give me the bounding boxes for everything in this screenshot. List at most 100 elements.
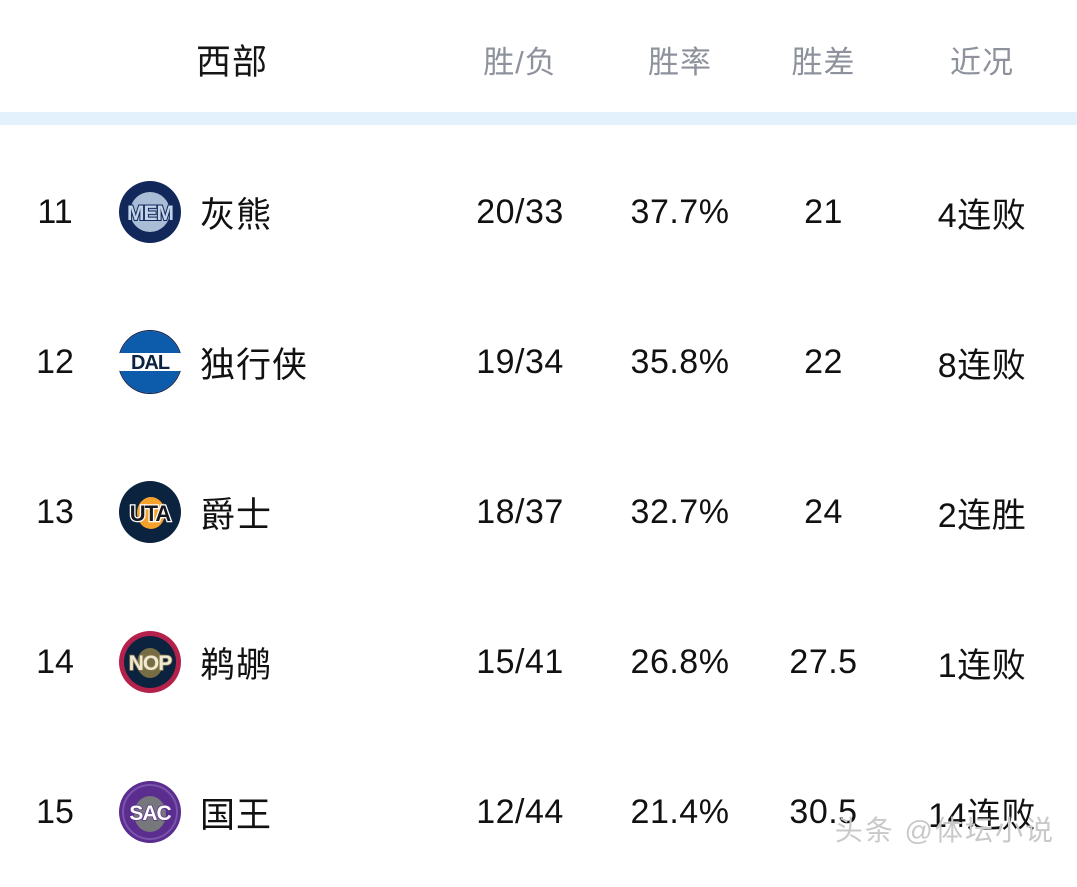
cell-streak: 2连胜 [887,488,1077,537]
record-value: 19/34 [476,342,564,381]
header-col-gb[interactable]: 胜差 [760,37,887,82]
table-body: 11 MEM 灰熊 20/33 37.7% 21 4连败 12 [0,112,1077,887]
cell-record: 18/37 [440,493,600,532]
header-label-pct: 胜率 [648,44,712,80]
pct-value: 37.7% [630,192,730,231]
rank-value: 13 [36,492,74,531]
table-header: 西部 胜/负 胜率 胜差 近况 [0,0,1077,125]
header-label-record: 胜/负 [483,44,557,80]
team-cell-inner: MEM 灰熊 [118,180,440,244]
cell-gb: 24 [760,493,887,532]
record-value: 12/44 [476,792,564,831]
svg-text:UTA: UTA [130,501,172,526]
header-col-record[interactable]: 胜/负 [440,37,600,82]
nop-logo-graphic: NOP [119,631,181,693]
header-label-streak: 近况 [950,44,1014,80]
streak-value: 14连败 [928,796,1036,835]
cell-rank: 15 [0,793,110,832]
table-row[interactable]: 12 DAL 独行侠 19/34 35.8% 22 8连败 [0,287,1077,437]
team-name: 爵士 [200,495,273,535]
rank-value: 15 [36,792,74,831]
mem-logo-graphic: MEM [119,181,181,243]
team-name: 国王 [200,795,273,835]
gb-value: 22 [804,342,843,381]
dal-logo-graphic: DAL [118,330,182,394]
cell-pct: 21.4% [600,793,760,832]
utah-jazz-logo: UTA [118,480,182,544]
record-value: 15/41 [476,642,564,681]
rank-value: 12 [36,342,74,381]
gb-value: 21 [804,192,843,231]
team-name: 灰熊 [200,195,273,235]
header-divider [0,112,1077,125]
cell-rank: 12 [0,343,110,382]
streak-value: 2连胜 [937,496,1027,535]
cell-pct: 26.8% [600,643,760,682]
dallas-mavericks-logo: DAL [118,330,182,394]
cell-streak: 14连败 [887,788,1077,837]
standings-table: 西部 胜/负 胜率 胜差 近况 11 MEM [0,0,1077,846]
svg-text:NOP: NOP [129,652,173,675]
cell-streak: 4连败 [887,188,1077,237]
table-row[interactable]: 11 MEM 灰熊 20/33 37.7% 21 4连败 [0,137,1077,287]
team-name: 鹈鹕 [200,645,273,685]
header-col-pct[interactable]: 胜率 [600,37,760,82]
header-col-streak[interactable]: 近况 [887,37,1077,82]
cell-team[interactable]: MEM 灰熊 [110,180,440,244]
new-orleans-pelicans-logo: NOP [118,630,182,694]
table-row[interactable]: 14 NOP 鹈鹕 15/41 26.8% 27.5 1连败 [0,587,1077,737]
pct-value: 35.8% [630,342,730,381]
cell-team[interactable]: DAL 独行侠 [110,330,440,394]
team-cell-inner: SAC 国王 [118,780,440,844]
svg-text:MEM: MEM [127,202,174,225]
sac-logo-graphic: SAC [119,781,181,843]
pct-value: 26.8% [630,642,730,681]
header-row: 西部 胜/负 胜率 胜差 近况 [0,0,1077,112]
pct-value: 32.7% [630,492,730,531]
cell-gb: 30.5 [760,793,887,832]
header-label-gb: 胜差 [791,44,856,80]
cell-rank: 11 [0,193,110,232]
cell-team[interactable]: SAC 国王 [110,780,440,844]
memphis-grizzlies-logo: MEM [118,180,182,244]
table-row[interactable]: 15 SAC 国王 12/44 21.4% 30.5 14连败 [0,737,1077,887]
team-cell-inner: UTA 爵士 [118,480,440,544]
conference-title: 西部 [196,42,269,82]
cell-record: 20/33 [440,193,600,232]
gb-value: 24 [804,492,843,531]
gb-value: 27.5 [789,642,858,681]
rank-value: 14 [36,642,74,681]
cell-gb: 27.5 [760,643,887,682]
cell-record: 19/34 [440,343,600,382]
team-cell-inner: DAL 独行侠 [118,330,440,394]
cell-pct: 32.7% [600,493,760,532]
cell-streak: 8连败 [887,338,1077,387]
pct-value: 21.4% [630,792,730,831]
cell-team[interactable]: UTA 爵士 [110,480,440,544]
record-value: 18/37 [476,492,564,531]
team-name: 独行侠 [200,345,309,385]
streak-value: 1连败 [937,646,1027,685]
svg-text:SAC: SAC [129,802,171,825]
cell-record: 12/44 [440,793,600,832]
team-cell-inner: NOP 鹈鹕 [118,630,440,694]
svg-text:DAL: DAL [131,352,170,374]
streak-value: 8连败 [937,346,1027,385]
gb-value: 30.5 [789,792,858,831]
cell-record: 15/41 [440,643,600,682]
cell-pct: 37.7% [600,193,760,232]
sacramento-kings-logo: SAC [118,780,182,844]
cell-gb: 21 [760,193,887,232]
cell-rank: 13 [0,493,110,532]
record-value: 20/33 [476,192,564,231]
cell-team[interactable]: NOP 鹈鹕 [110,630,440,694]
streak-value: 4连败 [937,196,1027,235]
uta-logo-graphic: UTA [119,481,181,543]
cell-rank: 14 [0,643,110,682]
rank-value: 11 [37,192,73,231]
cell-gb: 22 [760,343,887,382]
header-conference: 西部 [110,34,440,85]
table-row[interactable]: 13 UTA 爵士 18/37 32.7% 24 2连胜 [0,437,1077,587]
cell-pct: 35.8% [600,343,760,382]
cell-streak: 1连败 [887,638,1077,687]
